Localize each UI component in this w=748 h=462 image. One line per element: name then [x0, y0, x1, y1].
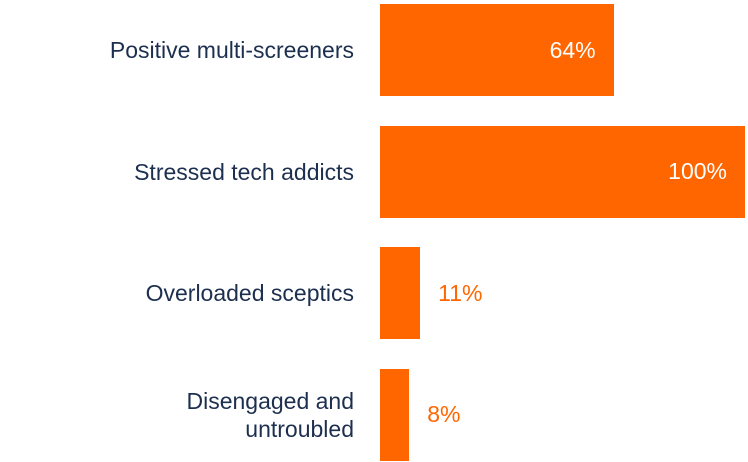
bar	[380, 125, 745, 218]
value-label: 8%	[427, 401, 461, 427]
category-label: Overloaded sceptics	[145, 280, 354, 306]
value-label: 100%	[668, 158, 727, 184]
category-label: Disengaged and untroubled	[186, 387, 354, 442]
category-label: Positive multi-screeners	[109, 37, 354, 63]
bar	[380, 247, 421, 339]
value-label: 64%	[549, 36, 596, 63]
value-label: 11%	[438, 279, 483, 306]
bar	[380, 368, 410, 461]
bar	[380, 4, 614, 96]
category-label: Stressed tech addicts	[134, 158, 354, 185]
